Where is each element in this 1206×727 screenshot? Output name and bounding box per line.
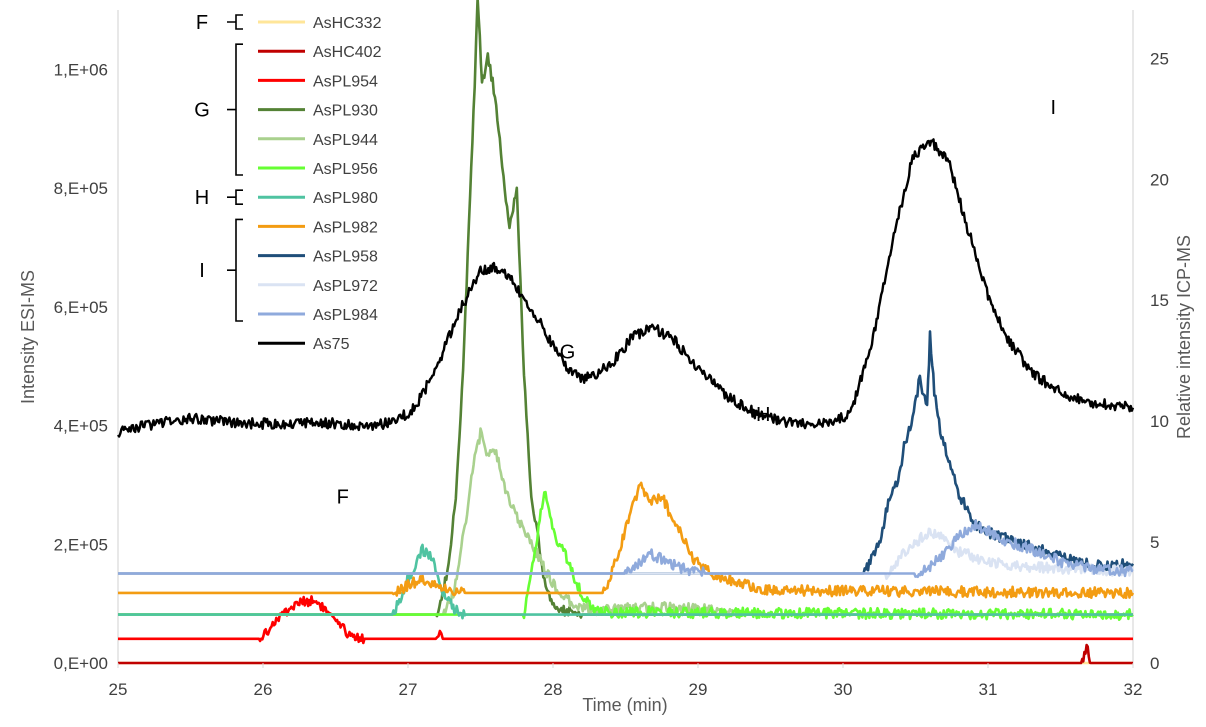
series-line-aspl958 (117, 330, 1135, 575)
peak-annotations: F G H I (337, 97, 1056, 508)
legend-label-aspl972: AsPL972 (313, 278, 378, 295)
x-tick-label: 28 (544, 680, 563, 699)
y-left-tick-label: 8,E+05 (54, 179, 108, 198)
series-line-aspl984 (117, 519, 1134, 579)
y-right-tick-label: 0 (1150, 654, 1159, 673)
y-right-tick-label: 10 (1150, 412, 1169, 431)
legend-label-aspl982: AsPL982 (313, 219, 378, 236)
y-right-tick-label: 5 (1150, 533, 1159, 552)
legend-label-aspl954: AsPL954 (313, 73, 378, 90)
legend-group-label-f: F (196, 12, 208, 34)
series-line-aspl954 (117, 595, 1134, 645)
x-tick-label: 26 (254, 680, 273, 699)
x-tick-label: 31 (979, 680, 998, 699)
x-tick-label: 29 (689, 680, 708, 699)
legend-label-ashc332: AsHC332 (313, 15, 382, 32)
y-left-tick-label: 6,E+05 (54, 298, 108, 317)
x-axis-label: Time (min) (582, 695, 667, 715)
legend-label-ashc402: AsHC402 (313, 44, 382, 61)
legend-group-brackets: F G H I (194, 12, 243, 322)
legend-bracket-i (227, 218, 243, 322)
y-right-tick-label: 15 (1150, 291, 1169, 310)
y-right-tick-label: 20 (1150, 170, 1169, 189)
y-axis-label-right: Relative intensity ICP-MS (1174, 235, 1194, 439)
series-layer (117, 0, 1135, 665)
x-tick-label: 32 (1124, 680, 1143, 699)
legend-bracket-g (227, 43, 243, 176)
y-left-tick-label: 2,E+05 (54, 535, 108, 554)
peak-label-i: I (1050, 97, 1056, 119)
y-left-tick-label: 1,E+06 (54, 60, 108, 79)
legend-bracket-f (227, 14, 243, 30)
legend-label-aspl984: AsPL984 (313, 307, 378, 324)
legend-group-label-g: G (194, 100, 210, 122)
y-right-tick-label: 25 (1150, 49, 1169, 68)
y-left-tick-label: 0,E+00 (54, 654, 108, 673)
tick-labels: 25 26 27 28 29 30 31 32 0,E+00 2,E+05 4,E+05 6,E+05… (54, 49, 1169, 699)
y-axis-label-left: Intensity ESI-MS (18, 270, 38, 404)
legend-label-aspl958: AsPL958 (313, 249, 378, 266)
legend-label-aspl956: AsPL956 (313, 161, 378, 178)
y-left-tick-label: 4,E+05 (54, 417, 108, 436)
series-line-aspl980 (117, 543, 1134, 620)
series-line-aspl982 (117, 481, 1135, 600)
legend-label-as75: As75 (313, 336, 350, 353)
legend-group-label-i: I (199, 260, 205, 282)
legend-background (185, 12, 333, 357)
legend-label-aspl944: AsPL944 (313, 132, 378, 149)
legend-label-aspl980: AsPL980 (313, 190, 378, 207)
legend-bracket-h (227, 189, 243, 205)
legend-label-aspl930: AsPL930 (313, 103, 378, 120)
x-tick-label: 30 (834, 680, 853, 699)
peak-label-g: G (560, 341, 576, 363)
peak-label-f: F (337, 486, 349, 508)
series-line-as75 (117, 138, 1135, 438)
x-tick-label: 27 (399, 680, 418, 699)
peak-label-h: H (756, 404, 770, 426)
x-tick-label: 25 (109, 680, 128, 699)
legend-group-label-h: H (195, 187, 209, 209)
legend: AsHC332 AsHC402 AsPL954 AsPL930 AsPL944 AsPL9… (258, 15, 382, 353)
series-line-ashc402 (117, 643, 1134, 665)
